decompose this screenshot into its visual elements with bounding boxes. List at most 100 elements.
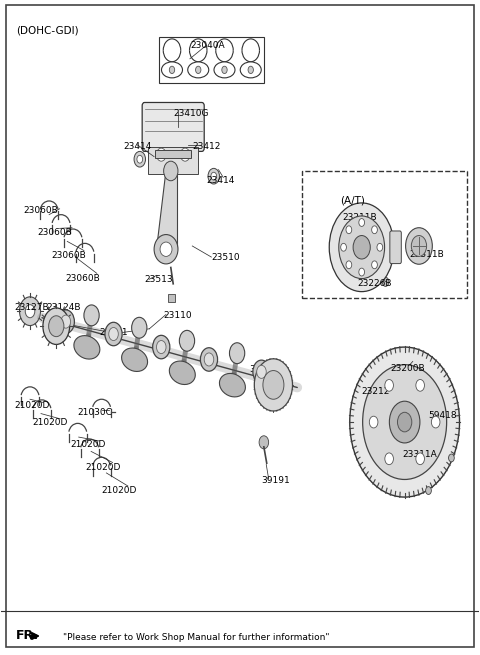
Text: 23110: 23110: [164, 311, 192, 320]
Circle shape: [341, 244, 347, 251]
Circle shape: [369, 416, 378, 428]
Text: 23414: 23414: [206, 176, 235, 185]
Text: 39190A: 39190A: [250, 365, 285, 375]
Circle shape: [448, 454, 454, 462]
Circle shape: [156, 341, 166, 354]
Circle shape: [389, 402, 420, 443]
Bar: [51, 309, 63, 316]
Circle shape: [382, 277, 389, 286]
Circle shape: [372, 226, 377, 234]
Circle shape: [385, 453, 394, 464]
Circle shape: [359, 219, 364, 227]
Text: 23124B: 23124B: [47, 303, 81, 312]
Circle shape: [432, 416, 440, 428]
Text: 23414: 23414: [123, 142, 152, 151]
Text: 23311A: 23311A: [402, 450, 437, 459]
Circle shape: [61, 315, 71, 328]
Circle shape: [359, 268, 364, 276]
Circle shape: [346, 226, 352, 234]
Text: "Please refer to Work Shop Manual for further information": "Please refer to Work Shop Manual for fu…: [63, 633, 330, 642]
Text: 23040A: 23040A: [190, 41, 225, 50]
Circle shape: [211, 172, 216, 180]
Ellipse shape: [161, 62, 182, 78]
Circle shape: [109, 328, 118, 341]
Circle shape: [263, 371, 284, 400]
Circle shape: [353, 236, 370, 259]
Circle shape: [346, 261, 352, 269]
Circle shape: [153, 335, 170, 359]
Circle shape: [248, 66, 253, 73]
Circle shape: [385, 379, 394, 391]
Circle shape: [84, 305, 99, 326]
Circle shape: [363, 365, 446, 479]
Ellipse shape: [240, 62, 261, 78]
Circle shape: [137, 155, 143, 163]
Circle shape: [253, 360, 270, 384]
Bar: [168, 294, 175, 302]
Text: 23212: 23212: [362, 387, 390, 396]
Circle shape: [229, 343, 245, 364]
Text: 21020D: 21020D: [15, 402, 50, 410]
Text: 23060B: 23060B: [23, 206, 58, 215]
Ellipse shape: [214, 62, 235, 78]
Circle shape: [132, 317, 147, 338]
Circle shape: [25, 305, 35, 318]
Circle shape: [350, 347, 459, 497]
Circle shape: [416, 453, 424, 464]
Text: 21020D: 21020D: [85, 463, 120, 472]
Circle shape: [57, 310, 74, 333]
Circle shape: [222, 66, 227, 73]
Bar: [148, 147, 199, 174]
Bar: [155, 150, 192, 158]
Text: 21020D: 21020D: [102, 486, 137, 495]
Text: 21020D: 21020D: [33, 418, 68, 426]
Text: (DOHC-GDI): (DOHC-GDI): [16, 26, 78, 36]
Circle shape: [377, 244, 383, 251]
Text: 23513: 23513: [144, 275, 173, 284]
Text: FR.: FR.: [16, 629, 39, 642]
Text: 23060B: 23060B: [51, 252, 86, 260]
Circle shape: [169, 66, 175, 73]
Polygon shape: [156, 174, 177, 250]
Circle shape: [254, 359, 292, 411]
Text: 23200B: 23200B: [390, 364, 425, 373]
FancyBboxPatch shape: [142, 102, 204, 151]
Circle shape: [43, 308, 70, 345]
Text: 23211B: 23211B: [343, 214, 377, 223]
Ellipse shape: [219, 373, 245, 397]
Text: 23060B: 23060B: [37, 229, 72, 237]
FancyBboxPatch shape: [302, 171, 467, 298]
Circle shape: [397, 412, 412, 432]
Ellipse shape: [154, 234, 178, 264]
Circle shape: [164, 161, 178, 181]
Text: 23412: 23412: [192, 142, 221, 151]
Text: 23127B: 23127B: [15, 303, 49, 312]
Text: 23226B: 23226B: [357, 278, 391, 288]
Circle shape: [208, 168, 219, 184]
FancyBboxPatch shape: [390, 231, 401, 263]
Circle shape: [195, 66, 201, 73]
Bar: [159, 37, 264, 83]
Ellipse shape: [74, 335, 100, 359]
Circle shape: [372, 261, 377, 269]
Circle shape: [339, 216, 384, 278]
Circle shape: [329, 203, 394, 291]
Text: 23131: 23131: [99, 328, 128, 337]
Text: 23510: 23510: [211, 253, 240, 262]
Text: 23060B: 23060B: [66, 274, 101, 283]
Circle shape: [200, 348, 217, 371]
Circle shape: [259, 436, 269, 449]
Circle shape: [204, 353, 214, 366]
Circle shape: [180, 148, 190, 161]
Circle shape: [426, 487, 432, 495]
Ellipse shape: [121, 348, 147, 371]
Circle shape: [134, 151, 145, 167]
Text: 23311B: 23311B: [409, 250, 444, 259]
Text: (A/T): (A/T): [340, 195, 365, 205]
Circle shape: [20, 297, 40, 326]
Text: 21030C: 21030C: [78, 408, 113, 417]
Circle shape: [156, 148, 166, 161]
Circle shape: [48, 316, 64, 337]
Ellipse shape: [188, 62, 209, 78]
Text: 23410G: 23410G: [173, 109, 209, 118]
